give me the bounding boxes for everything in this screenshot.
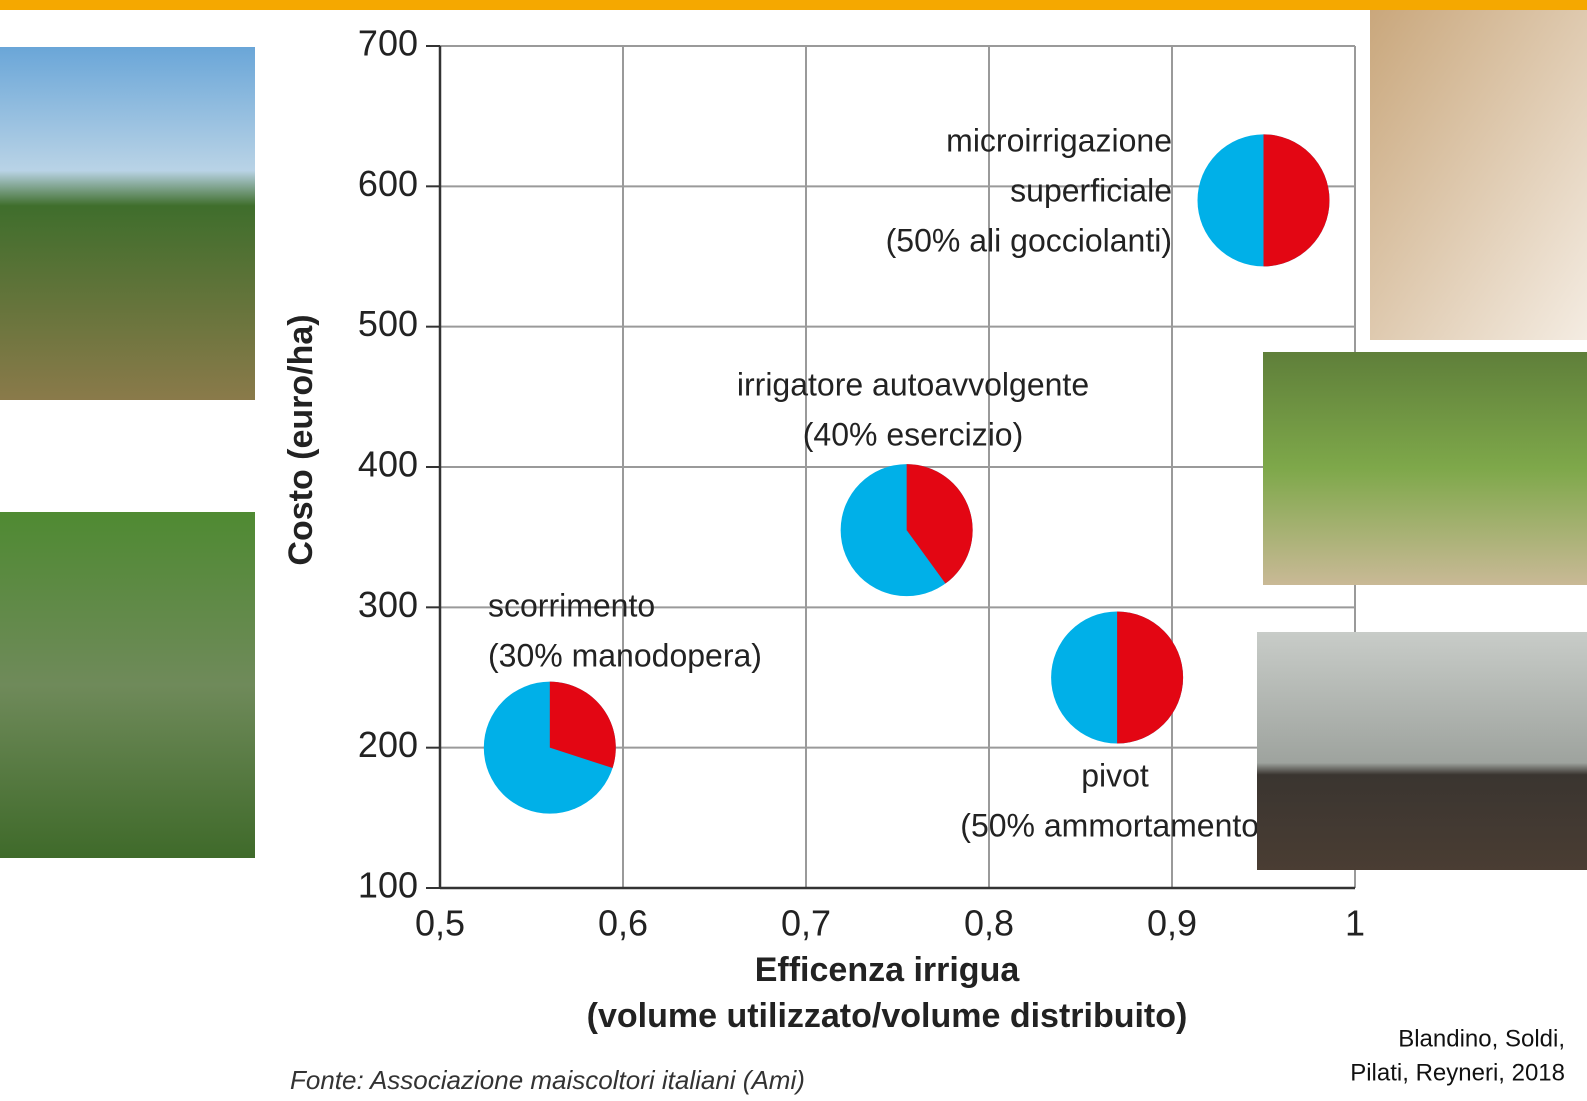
point-label: microirrigazione (946, 122, 1172, 158)
credit: Pilati, Reyneri, 2018 (1350, 1059, 1565, 1086)
x-tick-label: 0,9 (1147, 903, 1197, 944)
point-label: scorrimento (488, 587, 655, 623)
point-label: (50% ali gocciolanti) (886, 222, 1172, 258)
top-bar (0, 0, 1587, 10)
x-tick-label: 0,8 (964, 903, 1014, 944)
y-tick-label: 600 (358, 163, 418, 204)
photo (0, 47, 255, 400)
pie-share (1117, 611, 1184, 744)
pie-share (549, 681, 616, 769)
photo (1263, 352, 1587, 585)
point-label: (30% manodopera) (488, 637, 762, 673)
y-tick-label: 500 (358, 303, 418, 344)
pie-share (906, 464, 973, 584)
x-tick-label: 0,6 (598, 903, 648, 944)
y-tick-label: 700 (358, 23, 418, 64)
point-label: pivot (1081, 757, 1149, 793)
x-tick-label: 0,7 (781, 903, 831, 944)
y-tick-label: 400 (358, 444, 418, 485)
pie-share (1263, 134, 1330, 267)
credit: Blandino, Soldi, (1398, 1025, 1565, 1052)
y-axis-label: Costo (euro/ha) (282, 314, 320, 565)
y-tick-label: 100 (358, 865, 418, 906)
x-tick-label: 1 (1345, 903, 1365, 944)
y-tick-label: 300 (358, 584, 418, 625)
photo (1257, 632, 1587, 870)
photo (1370, 10, 1587, 340)
point-label: (50% ammortamento) (960, 807, 1269, 843)
point-label: superficiale (1010, 172, 1172, 208)
photo (0, 512, 255, 858)
x-axis-label: (volume utilizzato/volume distribuito) (587, 997, 1188, 1035)
point-label: (40% esercizio) (803, 416, 1024, 452)
x-axis-label: Efficenza irrigua (755, 951, 1021, 989)
y-tick-label: 200 (358, 724, 418, 765)
source: Fonte: Associazione maiscoltori italiani… (290, 1065, 805, 1095)
x-tick-label: 0,5 (415, 903, 465, 944)
point-label: irrigatore autoavvolgente (737, 366, 1089, 402)
photos (0, 10, 1587, 870)
